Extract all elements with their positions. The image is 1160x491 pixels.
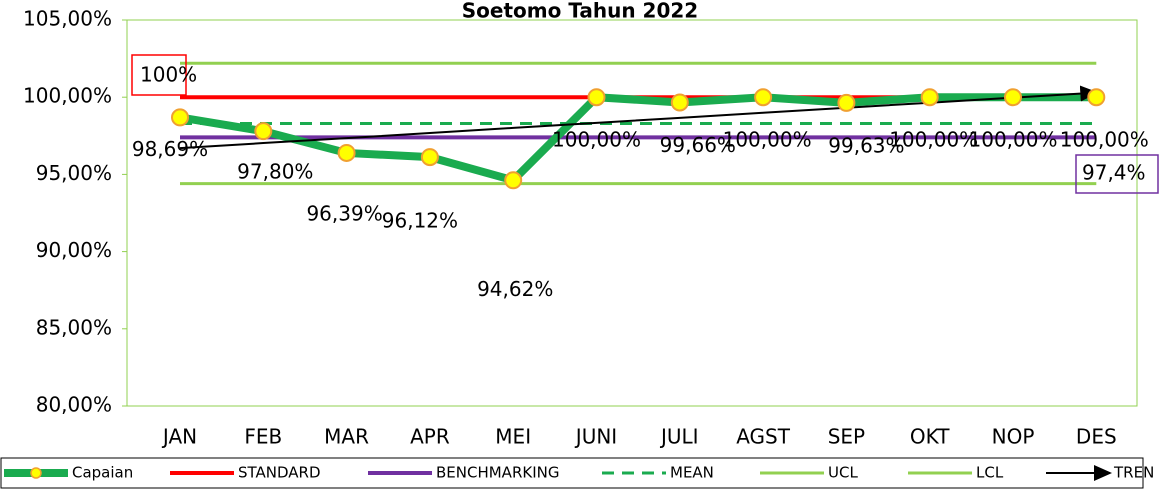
- point-marker: [337, 143, 356, 162]
- annotation: 97,4%: [1082, 161, 1146, 185]
- data-label: 98,69%: [132, 137, 208, 161]
- x-tick-label: NOP: [992, 425, 1035, 449]
- data-label: 99,63%: [828, 133, 904, 157]
- data-label: 100,00%: [889, 128, 978, 152]
- legend-label: LCL: [976, 464, 1004, 482]
- legend-label: STANDARD: [238, 464, 321, 482]
- x-tick-label: FEB: [244, 425, 282, 449]
- point-marker: [754, 88, 773, 107]
- data-label: 100,00%: [723, 128, 812, 152]
- y-tick-label: 85,00%: [36, 315, 112, 339]
- legend-label: MEAN: [670, 464, 714, 482]
- y-tick-label: 95,00%: [36, 161, 112, 185]
- point-marker: [420, 148, 439, 167]
- data-label: 96,12%: [382, 209, 458, 233]
- annotation-box: [1075, 154, 1159, 194]
- point-marker: [920, 88, 939, 107]
- legend-label: UCL: [828, 464, 858, 482]
- x-tick-label: DES: [1076, 425, 1117, 449]
- x-tick-label: AGST: [736, 425, 791, 449]
- legend-marker: [30, 467, 42, 479]
- data-label: 100,00%: [969, 128, 1058, 152]
- y-tick-label: 80,00%: [36, 393, 112, 417]
- x-tick-label: OKT: [910, 425, 950, 449]
- point-marker: [504, 171, 523, 190]
- annotation-box: [131, 54, 187, 96]
- x-tick-label: MEI: [495, 425, 531, 449]
- x-tick-label: APR: [410, 425, 450, 449]
- legend-label: Capaian: [72, 464, 133, 482]
- point-marker: [1087, 88, 1106, 107]
- legend-label: BENCHMARKING: [436, 464, 559, 482]
- y-tick-label: 100,00%: [23, 84, 112, 108]
- y-tick-label: 105,00%: [23, 7, 112, 31]
- point-marker: [837, 93, 856, 112]
- x-tick-label: MAR: [324, 425, 369, 449]
- point-marker: [171, 108, 189, 127]
- plot-area: [126, 19, 1138, 407]
- x-tick-label: JAN: [161, 425, 197, 449]
- point-marker: [1004, 88, 1022, 107]
- data-label: 100,00%: [1060, 128, 1149, 152]
- series-line: [179, 85, 1099, 150]
- series-line: [179, 93, 1097, 185]
- legend-box: [0, 457, 1144, 489]
- point-marker: [670, 93, 689, 112]
- chart-title: Soetomo Tahun 2022: [462, 0, 698, 23]
- x-tick-label: JUNI: [574, 425, 617, 449]
- y-tick-label: 90,00%: [36, 238, 112, 262]
- data-label: 94,62%: [477, 277, 553, 301]
- x-tick-label: JULI: [659, 425, 699, 449]
- x-tick-label: SEP: [828, 425, 865, 449]
- legend-label: TREN: [1113, 464, 1154, 482]
- data-label: 96,39%: [306, 201, 382, 225]
- annotation: 100%: [140, 63, 197, 87]
- data-label: 97,80%: [237, 160, 313, 184]
- point-marker: [587, 88, 606, 107]
- point-marker: [254, 122, 273, 141]
- data-label: 100,00%: [552, 128, 641, 152]
- data-label: 99,66%: [660, 133, 736, 157]
